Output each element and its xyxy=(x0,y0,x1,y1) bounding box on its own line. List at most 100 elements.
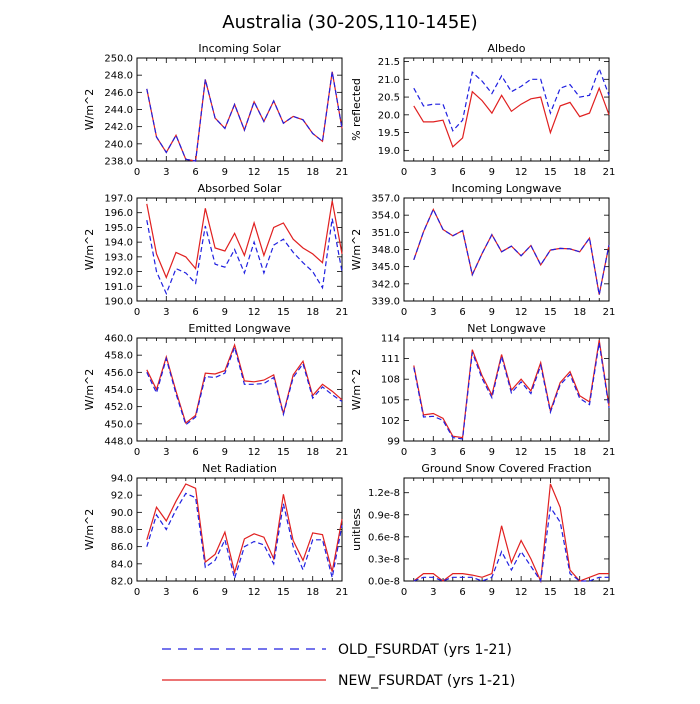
absorbed-solar-xtick-label: 3 xyxy=(163,307,169,318)
net-radiation-title: Net Radiation xyxy=(202,462,277,475)
incoming-solar-ytick-label: 244.0 xyxy=(104,105,133,116)
net-radiation-series-old xyxy=(146,492,343,581)
ground-snow-covered-fraction-title: Ground Snow Covered Fraction xyxy=(421,462,591,475)
emitted-longwave-panel: Emitted Longwave W/m^2 0 3 6 9 12 15 18 21 448.0 45… xyxy=(83,322,348,458)
net-radiation-xtick-label: 12 xyxy=(248,587,261,598)
emitted-longwave-xtick-label: 6 xyxy=(192,447,198,458)
incoming-longwave-series-old xyxy=(413,207,610,295)
panels: Incoming Solar W/m^2 0 3 6 9 12 15 18 21 238.0 240.… xyxy=(83,42,615,598)
net-radiation-ytick-label: 86.0 xyxy=(111,542,133,553)
albedo-series-old xyxy=(413,66,610,132)
net-longwave-panel: Net Longwave W/m^2 0 3 6 9 12 15 18 21 99 102 105 108… xyxy=(350,322,615,458)
absorbed-solar-ytick-label: 197.0 xyxy=(104,194,133,205)
incoming-longwave-xtick-label: 9 xyxy=(489,307,495,318)
incoming-solar-xtick-label: 18 xyxy=(306,167,319,178)
emitted-longwave-xtick-label: 15 xyxy=(277,447,290,458)
albedo-xtick-label: 6 xyxy=(459,167,465,178)
emitted-longwave-ytick-label: 456.0 xyxy=(104,368,133,379)
absorbed-solar-ytick-label: 194.0 xyxy=(104,238,133,249)
net-longwave-ylabel: W/m^2 xyxy=(350,369,363,411)
emitted-longwave-ytick-label: 448.0 xyxy=(104,437,133,448)
incoming-solar-xtick-label: 0 xyxy=(134,167,140,178)
net-longwave-xtick-label: 3 xyxy=(430,447,436,458)
absorbed-solar-ytick-label: 193.0 xyxy=(104,252,133,263)
emitted-longwave-ytick-label: 450.0 xyxy=(104,419,133,430)
incoming-solar-xtick-label: 3 xyxy=(163,167,169,178)
absorbed-solar-series-new xyxy=(146,200,343,280)
incoming-longwave-xtick-label: 3 xyxy=(430,307,436,318)
incoming-solar-ytick-label: 242.0 xyxy=(104,122,133,133)
incoming-longwave-panel: Incoming Longwave W/m^2 0 3 6 9 12 15 18 21 339.0 3… xyxy=(350,182,615,318)
incoming-solar-series-old xyxy=(146,71,343,162)
net-longwave-ytick-label: 99 xyxy=(387,437,400,448)
net-radiation-ytick-label: 94.0 xyxy=(111,474,133,485)
absorbed-solar-ytick-label: 190.0 xyxy=(104,297,133,308)
absorbed-solar-xtick-label: 15 xyxy=(277,307,290,318)
net-longwave-ytick-label: 108 xyxy=(381,375,400,386)
emitted-longwave-series-new xyxy=(146,342,343,425)
emitted-longwave-ytick-label: 454.0 xyxy=(104,385,133,396)
ground-snow-covered-fraction-ytick-label: 0.6e-8 xyxy=(368,532,400,543)
absorbed-solar-xtick-label: 12 xyxy=(248,307,261,318)
incoming-solar-xtick-label: 12 xyxy=(248,167,261,178)
net-longwave-title: Net Longwave xyxy=(467,322,546,335)
net-longwave-frame xyxy=(403,337,610,442)
ground-snow-covered-fraction-ytick-label: 0.0e-8 xyxy=(368,577,400,588)
incoming-longwave-xtick-label: 18 xyxy=(573,307,586,318)
absorbed-solar-series-old xyxy=(146,218,343,296)
emitted-longwave-xtick-label: 0 xyxy=(134,447,140,458)
net-radiation-xtick-label: 21 xyxy=(336,587,349,598)
albedo-ylabel: % reflected xyxy=(350,78,363,141)
emitted-longwave-title: Emitted Longwave xyxy=(188,322,290,335)
albedo-series-new xyxy=(413,86,610,148)
net-radiation-ytick-label: 82.0 xyxy=(111,577,133,588)
net-longwave-ytick-label: 114 xyxy=(381,334,400,345)
incoming-longwave-ytick-label: 339.0 xyxy=(371,297,400,308)
incoming-longwave-xtick-label: 6 xyxy=(459,307,465,318)
albedo-ytick-label: 20.0 xyxy=(378,110,400,121)
albedo-xtick-label: 9 xyxy=(489,167,495,178)
albedo-panel: Albedo % reflected 0 3 6 9 12 15 18 21 19.0 19.5 20.… xyxy=(350,42,615,178)
incoming-longwave-xtick-label: 12 xyxy=(515,307,528,318)
figure-title: Australia (30-20S,110-145E) xyxy=(222,12,477,33)
net-longwave-xtick-label: 18 xyxy=(573,447,586,458)
emitted-longwave-ylabel: W/m^2 xyxy=(83,369,96,411)
incoming-solar-title: Incoming Solar xyxy=(198,42,281,55)
incoming-longwave-ytick-label: 345.0 xyxy=(371,262,400,273)
net-radiation-panel: Net Radiation W/m^2 0 3 6 9 12 15 18 21 82.0 84.0 86… xyxy=(83,462,348,598)
absorbed-solar-frame xyxy=(136,197,343,302)
ground-snow-covered-fraction-xtick-label: 18 xyxy=(573,587,586,598)
emitted-longwave-xtick-label: 9 xyxy=(222,447,228,458)
incoming-solar-ytick-label: 238.0 xyxy=(104,157,133,168)
absorbed-solar-panel: Absorbed Solar W/m^2 0 3 6 9 12 15 18 21 190.0 191.… xyxy=(83,182,348,318)
ground-snow-covered-fraction-xtick-label: 3 xyxy=(430,587,436,598)
albedo-ytick-label: 19.0 xyxy=(378,146,400,157)
albedo-xtick-label: 12 xyxy=(515,167,528,178)
net-radiation-ylabel: W/m^2 xyxy=(83,509,96,551)
net-radiation-ytick-label: 92.0 xyxy=(111,491,133,502)
legend-label-new: NEW_FSURDAT (yrs 1-21) xyxy=(338,673,515,689)
net-radiation-ytick-label: 90.0 xyxy=(111,508,133,519)
net-longwave-series-old xyxy=(413,342,610,440)
emitted-longwave-xtick-label: 18 xyxy=(306,447,319,458)
incoming-longwave-ytick-label: 357.0 xyxy=(371,194,400,205)
incoming-longwave-title: Incoming Longwave xyxy=(452,182,562,195)
emitted-longwave-ytick-label: 458.0 xyxy=(104,351,133,362)
ground-snow-covered-fraction-frame xyxy=(403,477,610,582)
albedo-frame xyxy=(403,57,610,162)
net-longwave-xtick-label: 0 xyxy=(401,447,407,458)
incoming-solar-xtick-label: 6 xyxy=(192,167,198,178)
ground-snow-covered-fraction-ytick-label: 0.9e-8 xyxy=(368,510,400,521)
emitted-longwave-ytick-label: 452.0 xyxy=(104,402,133,413)
net-radiation-ytick-label: 84.0 xyxy=(111,559,133,570)
incoming-solar-ylabel: W/m^2 xyxy=(83,89,96,131)
incoming-solar-ytick-label: 248.0 xyxy=(104,71,133,82)
absorbed-solar-ytick-label: 191.0 xyxy=(104,282,133,293)
emitted-longwave-ytick-label: 460.0 xyxy=(104,334,133,345)
legend: OLD_FSURDAT (yrs 1-21) NEW_FSURDAT (yrs 1… xyxy=(162,642,515,689)
albedo-ytick-label: 20.5 xyxy=(378,93,400,104)
emitted-longwave-xtick-label: 3 xyxy=(163,447,169,458)
absorbed-solar-title: Absorbed Solar xyxy=(198,182,282,195)
